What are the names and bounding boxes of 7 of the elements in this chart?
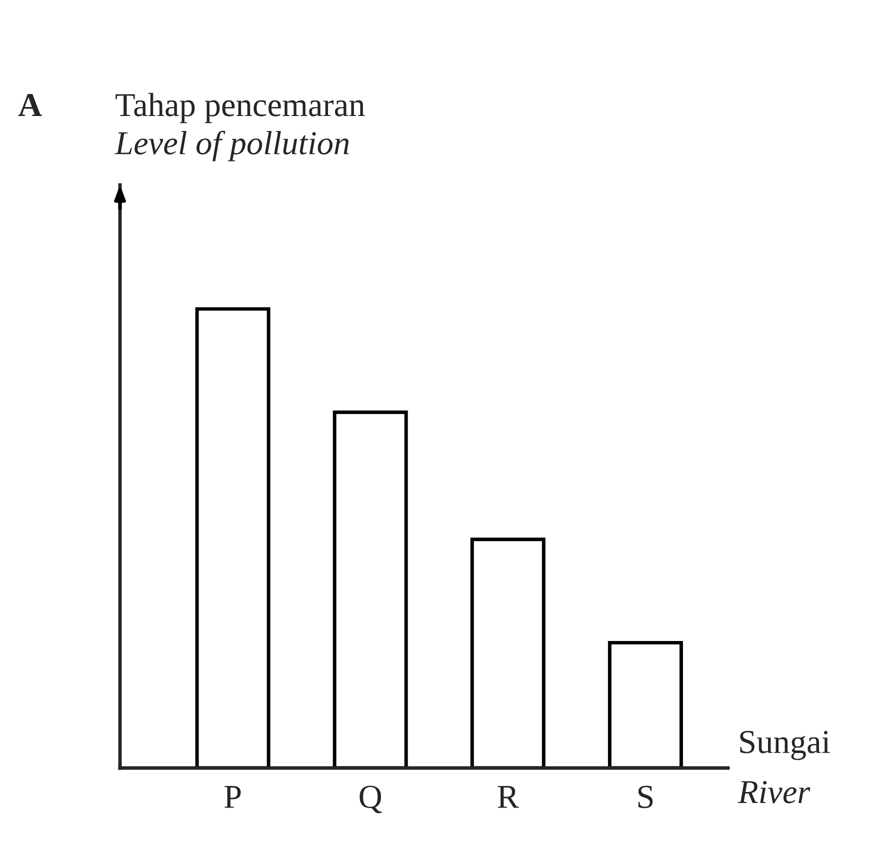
- x-tick-label: P: [224, 786, 241, 808]
- x-axis-title: Sungai River: [738, 730, 830, 804]
- text: A: [18, 94, 42, 116]
- x-tick-label: S: [638, 786, 653, 808]
- x-tick-label: R: [498, 786, 519, 808]
- y-axis-title: Tahap pencemaran Level of pollution: [114, 92, 365, 162]
- x-tick-label: Q: [360, 786, 382, 814]
